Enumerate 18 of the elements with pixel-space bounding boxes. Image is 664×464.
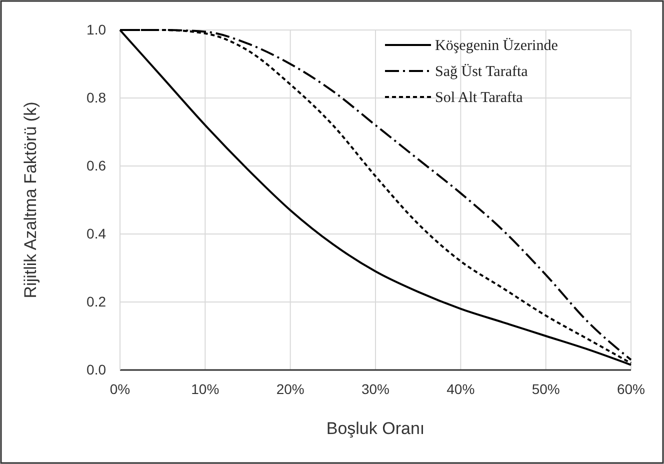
x-tick-label: 10%	[191, 380, 220, 397]
x-tick-label: 0%	[110, 380, 130, 397]
x-tick-label: 60%	[616, 380, 646, 397]
y-tick-label: 0.2	[86, 293, 106, 310]
y-tick-label: 1.0	[86, 21, 106, 38]
x-tick-label: 30%	[361, 380, 390, 397]
y-tick-label: 0.6	[86, 157, 106, 174]
y-tick-label: 0.4	[86, 225, 106, 242]
legend-label: Sol Alt Tarafta	[435, 90, 524, 106]
legend-label: Köşegenin Üzerinde	[435, 37, 558, 54]
x-tick-label: 50%	[532, 380, 560, 397]
y-tick-label: 0.8	[86, 89, 106, 106]
y-axis-title: Rijitlik Azaltma Faktörü (k)	[21, 102, 40, 298]
x-tick-label: 40%	[446, 380, 475, 397]
legend-label: Sağ Üst Tarafta	[435, 63, 528, 80]
x-axis-title: Boşluk Oranı	[326, 419, 425, 438]
x-tick-label: 20%	[276, 380, 304, 397]
y-tick-label: 0.0	[86, 361, 106, 378]
